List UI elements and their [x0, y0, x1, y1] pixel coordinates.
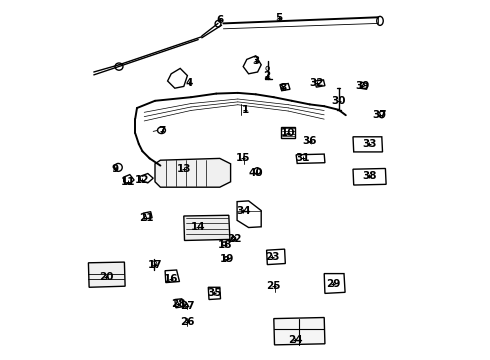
Text: 37: 37 — [373, 110, 387, 120]
Text: 7: 7 — [158, 126, 166, 136]
Text: 39: 39 — [355, 81, 369, 91]
Text: 23: 23 — [265, 252, 279, 262]
Text: 27: 27 — [180, 301, 195, 311]
Text: 28: 28 — [171, 299, 186, 309]
Text: 26: 26 — [180, 317, 195, 327]
Text: 30: 30 — [331, 96, 346, 106]
Polygon shape — [88, 262, 125, 287]
Text: 21: 21 — [139, 213, 153, 223]
Text: 10: 10 — [281, 128, 295, 138]
Text: 31: 31 — [295, 153, 310, 163]
Text: 6: 6 — [216, 15, 223, 25]
Text: 14: 14 — [191, 222, 205, 232]
Text: 2: 2 — [263, 71, 270, 81]
Text: 11: 11 — [121, 177, 135, 187]
Text: 34: 34 — [236, 206, 250, 216]
Polygon shape — [155, 158, 231, 187]
Text: 18: 18 — [218, 240, 232, 250]
Text: 25: 25 — [267, 281, 281, 291]
Text: 5: 5 — [275, 13, 283, 23]
Text: 33: 33 — [362, 139, 376, 149]
Ellipse shape — [115, 63, 123, 70]
Text: 12: 12 — [135, 175, 149, 185]
Text: 24: 24 — [288, 335, 303, 345]
Text: 32: 32 — [310, 78, 324, 88]
Text: 3: 3 — [252, 56, 259, 66]
Text: 36: 36 — [302, 136, 317, 146]
Text: 13: 13 — [176, 164, 191, 174]
Text: 1: 1 — [242, 105, 248, 115]
Text: 4: 4 — [186, 78, 193, 88]
Text: 17: 17 — [147, 260, 162, 270]
Text: 19: 19 — [220, 254, 234, 264]
Text: 40: 40 — [248, 168, 263, 178]
Polygon shape — [274, 318, 325, 345]
Text: 15: 15 — [236, 153, 250, 163]
Text: 38: 38 — [362, 171, 376, 181]
Text: 29: 29 — [326, 279, 341, 289]
Polygon shape — [184, 215, 230, 240]
Text: 35: 35 — [207, 288, 221, 298]
Text: 22: 22 — [227, 234, 242, 244]
Text: 20: 20 — [99, 272, 114, 282]
Text: 8: 8 — [279, 83, 287, 93]
Text: 16: 16 — [164, 274, 178, 284]
Text: 9: 9 — [112, 164, 119, 174]
